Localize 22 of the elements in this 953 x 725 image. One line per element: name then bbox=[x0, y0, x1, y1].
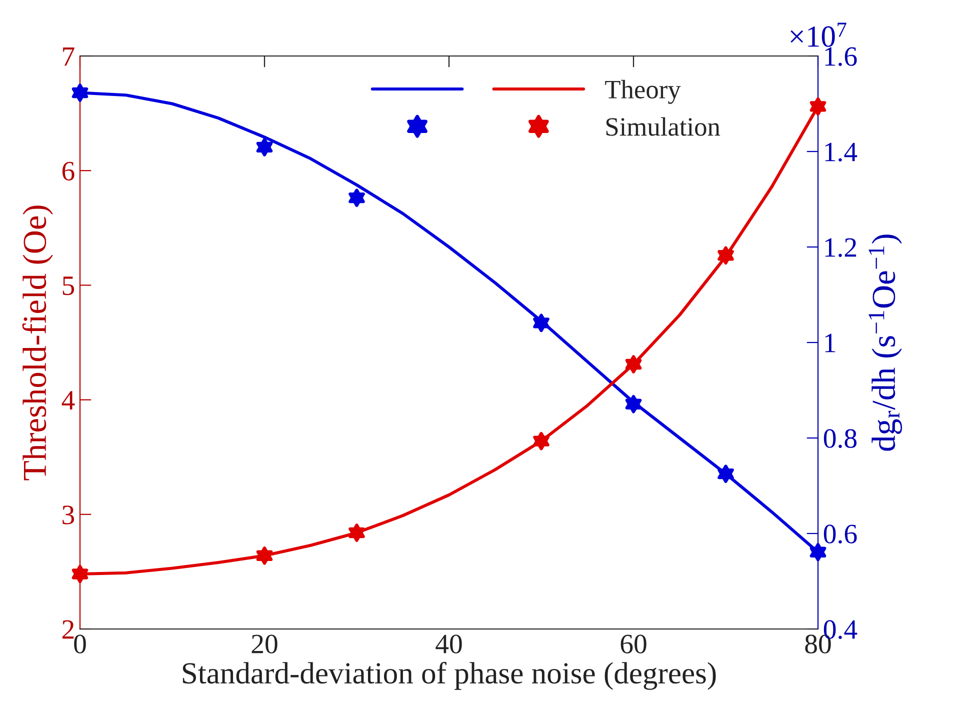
text: ×10$^{7}$ bbox=[790, 22, 846, 47]
y-tick-label: 4 bbox=[62, 391, 75, 410]
legend-label: Simulation bbox=[606, 117, 720, 136]
x-tick-label: 60 bbox=[620, 634, 646, 654]
y2-tick-label: 1.2 bbox=[825, 238, 856, 258]
y-tick-label: 6 bbox=[62, 162, 74, 181]
y2-tick-label: 0.6 bbox=[824, 524, 857, 544]
y2-tick-label: 1.6 bbox=[825, 47, 857, 66]
y-tick-label: 3 bbox=[62, 506, 74, 524]
y2-axis-title: dg$_{r}$/dh (s$^{−1}$Oe$^{−1}$) bbox=[868, 234, 902, 451]
y-tick-label: 7 bbox=[63, 47, 74, 66]
x-tick-label: 0 bbox=[74, 634, 86, 654]
x-tick-label: 40 bbox=[436, 634, 462, 654]
legend-label: Theory bbox=[605, 80, 681, 104]
y-tick-label: 5 bbox=[62, 276, 74, 296]
y2-tick-label: 1 bbox=[825, 334, 836, 352]
y-tick-label: 2 bbox=[62, 620, 74, 639]
y-axis-title: Threshold-field (Oe) bbox=[22, 206, 53, 480]
x-axis-title: Standard-deviation of phase noise (degrees) bbox=[182, 662, 716, 690]
y2-tick-label: 1.4 bbox=[825, 142, 858, 162]
y2-tick-label: 0.8 bbox=[824, 429, 857, 448]
x-tick-label: 20 bbox=[252, 634, 278, 654]
